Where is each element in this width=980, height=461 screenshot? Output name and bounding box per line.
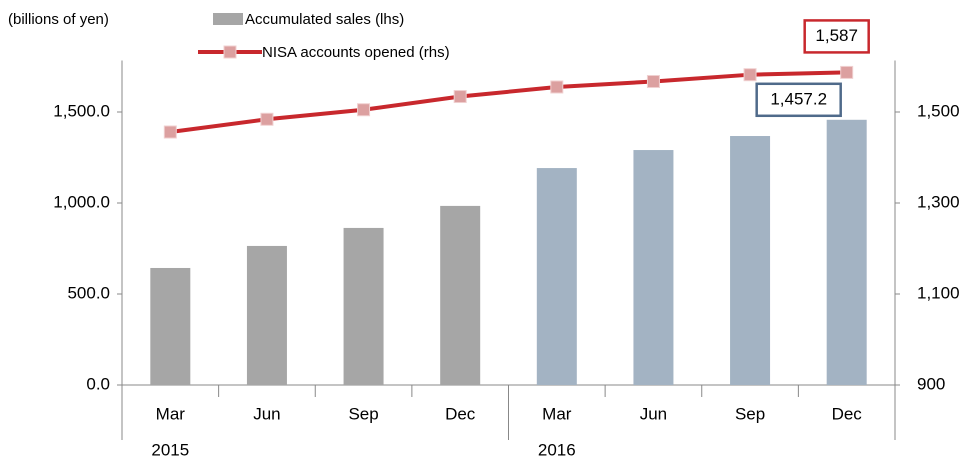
- x-tick-label: Jun: [640, 404, 667, 423]
- value-label-box: [755, 82, 842, 118]
- unit-label: (billions of yen): [8, 11, 109, 28]
- year-label: 2016: [538, 440, 576, 459]
- x-tick-label: Dec: [832, 404, 863, 423]
- marker: [163, 125, 177, 139]
- x-tick-label: Mar: [542, 404, 572, 423]
- legend-label: Accumulated sales (lhs): [245, 11, 404, 28]
- marker: [840, 65, 854, 79]
- y2-tick-label: 900: [917, 374, 945, 393]
- x-tick-label: Sep: [735, 404, 765, 423]
- y-tick-label: 500.0: [67, 283, 110, 302]
- legend-label: NISA accounts opened (rhs): [262, 44, 450, 61]
- bar: [633, 150, 674, 385]
- marker: [646, 75, 660, 89]
- value-label: 1,457.2: [770, 89, 827, 108]
- bar: [826, 119, 867, 385]
- marker: [550, 80, 564, 94]
- marker: [357, 103, 371, 117]
- y2-tick-label: 1,500: [917, 101, 960, 120]
- marker: [453, 90, 467, 104]
- bar: [536, 168, 577, 385]
- marker: [260, 112, 274, 126]
- value-label-box: [803, 19, 870, 54]
- x-tick-label: Dec: [445, 404, 476, 423]
- y2-tick-label: 1,300: [917, 192, 960, 211]
- year-label: 2015: [151, 440, 189, 459]
- bar: [150, 267, 191, 385]
- bar: [440, 205, 481, 385]
- bar: [246, 245, 287, 385]
- y-tick-label: 1,500.0: [53, 101, 110, 120]
- y-tick-label: 1,000.0: [53, 192, 110, 211]
- y2-tick-label: 1,100: [917, 283, 960, 302]
- x-tick-label: Mar: [156, 404, 186, 423]
- x-tick-label: Sep: [348, 404, 378, 423]
- value-label: 1,587: [815, 26, 858, 45]
- y-tick-label: 0.0: [86, 374, 110, 393]
- x-tick-label: Jun: [253, 404, 280, 423]
- legend-swatch: [213, 13, 243, 25]
- marker: [743, 68, 757, 82]
- bar: [730, 136, 771, 385]
- legend-marker: [223, 45, 237, 59]
- line: [170, 70, 847, 135]
- bar: [343, 227, 384, 385]
